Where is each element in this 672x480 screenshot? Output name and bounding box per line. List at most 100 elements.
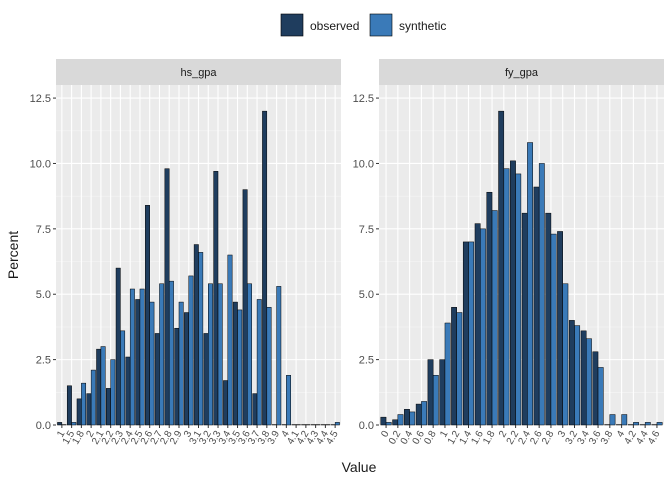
bar-synthetic-2.9 bbox=[178, 301, 184, 426]
bar-observed-3.7 bbox=[252, 393, 258, 426]
bar-synthetic-3 bbox=[562, 283, 569, 426]
bar-observed-2 bbox=[498, 110, 505, 426]
x-tick-label: 2.8 bbox=[540, 429, 557, 447]
bar-synthetic-2 bbox=[90, 369, 96, 426]
bar-observed-0.4 bbox=[404, 409, 410, 426]
bar-observed-0.2 bbox=[392, 419, 399, 426]
bar-synthetic-3.2 bbox=[574, 325, 581, 426]
bar-synthetic-0.4 bbox=[409, 411, 416, 426]
bars bbox=[57, 110, 340, 426]
bar-observed-3.2 bbox=[203, 333, 209, 426]
y-tick-label: 0.0 bbox=[359, 420, 374, 432]
legend-label-synthetic: synthetic bbox=[399, 19, 446, 33]
bar-synthetic-3.2 bbox=[208, 283, 213, 426]
bar-observed-1 bbox=[57, 422, 63, 426]
x-tick-label: 4 bbox=[615, 429, 628, 440]
x-tick-label: 2.9 bbox=[168, 429, 185, 447]
y-tick-label: 5.0 bbox=[36, 289, 51, 301]
bar-synthetic-3.3 bbox=[217, 283, 223, 426]
x-tick-label: 3 bbox=[556, 429, 569, 440]
bar-synthetic-0 bbox=[385, 422, 392, 426]
y-tick-label: 12.5 bbox=[353, 93, 374, 105]
bar-observed-2.3 bbox=[115, 267, 121, 426]
bar-synthetic-0.2 bbox=[397, 414, 404, 426]
x-tick-label: 4 bbox=[280, 429, 293, 440]
panel-background bbox=[379, 85, 664, 425]
y-tick-label: 0.0 bbox=[36, 420, 51, 432]
bars bbox=[380, 110, 663, 426]
legend-key-synthetic bbox=[369, 13, 393, 37]
bar-observed-3.4 bbox=[223, 380, 229, 426]
bar-observed-2.5 bbox=[135, 299, 141, 426]
bar-observed-2.8 bbox=[545, 212, 552, 426]
x-tick-label: 3.9 bbox=[266, 429, 283, 447]
bar-synthetic-2.6 bbox=[149, 301, 155, 426]
bar-observed-1.2 bbox=[451, 307, 457, 426]
bar-observed-2.6 bbox=[533, 186, 540, 426]
bar-synthetic-3.8 bbox=[609, 414, 616, 426]
bar-synthetic-3.5 bbox=[237, 309, 243, 426]
y-tick-label: 7.5 bbox=[359, 224, 374, 236]
bar-synthetic-4.2 bbox=[633, 422, 639, 426]
bar-synthetic-1.2 bbox=[456, 312, 463, 426]
y-tick-label: 2.5 bbox=[359, 355, 374, 367]
bar-observed-2.8 bbox=[164, 168, 170, 426]
bar-observed-2.6 bbox=[145, 205, 150, 426]
bar-observed-2.1 bbox=[96, 348, 102, 426]
x-tick-label: 4.5 bbox=[324, 429, 341, 447]
x-tick-label: 0.8 bbox=[422, 429, 439, 447]
bar-observed-1.8 bbox=[486, 191, 493, 426]
bar-observed-0.8 bbox=[427, 359, 434, 426]
bar-observed-1 bbox=[439, 359, 446, 426]
bar-observed-3.2 bbox=[568, 320, 575, 426]
x-tick-label: 0 bbox=[379, 429, 392, 440]
x-tick-label: 2 bbox=[497, 429, 510, 440]
bar-synthetic-0.8 bbox=[432, 375, 439, 426]
x-axis-title: Value bbox=[342, 459, 377, 475]
bar-observed-0.6 bbox=[415, 403, 422, 426]
bar-observed-3.8 bbox=[262, 110, 268, 426]
bar-observed-2.4 bbox=[125, 356, 131, 426]
bar-synthetic-3 bbox=[188, 275, 194, 426]
bar-synthetic-3.6 bbox=[597, 367, 604, 426]
bar-synthetic-4 bbox=[286, 375, 291, 426]
y-tick-label: 2.5 bbox=[36, 355, 51, 367]
bar-synthetic-3.6 bbox=[247, 283, 252, 426]
panel-title: hs_gpa bbox=[180, 67, 217, 79]
x-axis-ticks: 11.51.822.12.22.32.42.52.62.72.82.933.13… bbox=[55, 425, 341, 447]
x-tick-label: 2 bbox=[84, 429, 97, 440]
bar-synthetic-2.8 bbox=[550, 233, 557, 426]
bar-synthetic-1.8 bbox=[491, 210, 498, 426]
bar-synthetic-4.5 bbox=[334, 422, 340, 426]
bar-synthetic-1.6 bbox=[480, 228, 486, 426]
panel-title: fy_gpa bbox=[505, 67, 539, 79]
bar-synthetic-1 bbox=[444, 322, 451, 426]
x-tick-label: 1 bbox=[55, 429, 68, 440]
bar-observed-3.6 bbox=[592, 351, 599, 426]
y-tick-label: 5.0 bbox=[359, 289, 374, 301]
bar-observed-3.1 bbox=[193, 244, 199, 426]
bar-observed-1.5 bbox=[66, 385, 72, 426]
bar-synthetic-2.3 bbox=[120, 330, 126, 426]
bar-synthetic-0.6 bbox=[421, 401, 427, 426]
bar-observed-1.8 bbox=[76, 398, 82, 426]
bar-synthetic-2 bbox=[503, 168, 510, 426]
x-tick-label: 1.8 bbox=[70, 429, 87, 447]
bar-observed-3.5 bbox=[232, 301, 238, 426]
bar-synthetic-2.8 bbox=[168, 280, 174, 426]
y-tick-label: 10.0 bbox=[30, 158, 51, 170]
bar-observed-1.6 bbox=[474, 223, 481, 426]
x-tick-label: 3.8 bbox=[599, 429, 616, 447]
bar-synthetic-2.4 bbox=[527, 142, 533, 426]
bar-synthetic-3.7 bbox=[256, 299, 262, 426]
bar-observed-3 bbox=[557, 231, 563, 426]
bar-observed-2.4 bbox=[521, 212, 528, 426]
bar-observed-2 bbox=[86, 393, 92, 426]
bar-synthetic-3.4 bbox=[227, 254, 233, 426]
y-axis-ticks: 0.0 2.5 5.0 7.5 10.0 12.5 bbox=[30, 93, 56, 432]
bar-observed-3.3 bbox=[213, 171, 219, 426]
bar-synthetic-1.8 bbox=[81, 382, 87, 426]
strip-background bbox=[379, 59, 664, 85]
bar-synthetic-3.4 bbox=[586, 338, 592, 426]
